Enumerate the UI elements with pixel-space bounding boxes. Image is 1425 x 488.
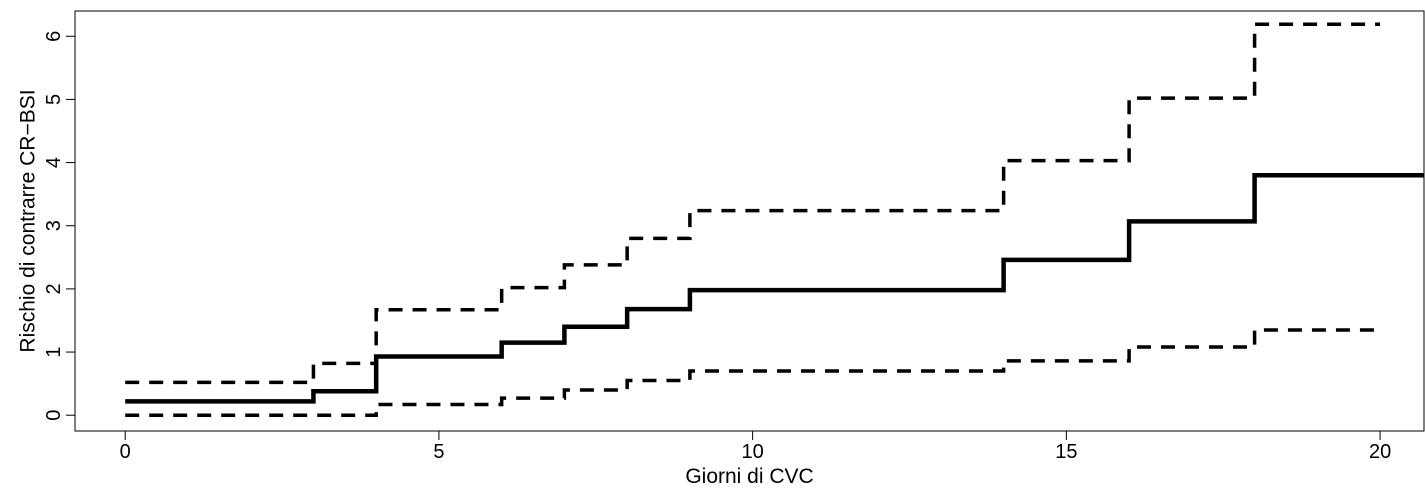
x-tick-label: 5	[433, 441, 444, 463]
x-tick-label: 10	[742, 441, 764, 463]
y-axis-title: Rischio di contrarre CR−BSI	[17, 89, 40, 352]
y-tick-label: 6	[43, 31, 65, 42]
y-tick-label: 1	[43, 346, 65, 357]
y-tick-label: 3	[43, 220, 65, 231]
x-axis: 0 5 10 15 20	[120, 430, 1391, 463]
y-tick-label: 2	[43, 283, 65, 294]
y-tick-label: 5	[43, 94, 65, 105]
y-tick-label: 0	[43, 410, 65, 421]
y-tick-label: 4	[43, 157, 65, 168]
x-tick-label: 15	[1055, 441, 1077, 463]
series-estimate-line	[125, 172, 1424, 404]
x-axis-title: Giorni di CVC	[685, 465, 813, 488]
x-tick-label: 0	[120, 441, 131, 463]
series-lower-bound-line	[125, 328, 1381, 417]
series-layer	[125, 22, 1424, 417]
x-tick-label: 20	[1369, 441, 1391, 463]
y-axis: 0 1 2 3 4 5 6	[43, 31, 76, 421]
series-upper-bound-line	[125, 22, 1381, 385]
